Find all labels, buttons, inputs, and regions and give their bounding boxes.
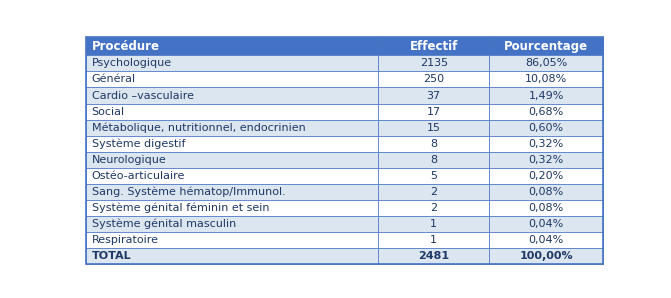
Bar (87, 216, 378, 232)
Text: Psychologique: Psychologique (92, 58, 172, 69)
Text: 0,08%: 0,08% (529, 187, 564, 197)
Bar (87, 152, 378, 168)
Text: Cardio –vasculaire: Cardio –vasculaire (92, 91, 194, 100)
Text: 0,20%: 0,20% (529, 171, 564, 181)
Text: 15: 15 (427, 122, 441, 133)
Text: 100,00%: 100,00% (519, 251, 573, 261)
Bar (489, 55, 603, 72)
Text: 37: 37 (427, 91, 441, 100)
Bar (489, 119, 603, 136)
Bar (378, 72, 489, 88)
Bar (378, 103, 489, 119)
Bar (378, 119, 489, 136)
Text: 1: 1 (430, 219, 437, 229)
Text: 0,04%: 0,04% (529, 219, 564, 229)
Text: Métabolique, nutritionnel, endocrinien: Métabolique, nutritionnel, endocrinien (92, 122, 305, 133)
Bar (87, 103, 378, 119)
Bar (489, 184, 603, 200)
Bar (378, 216, 489, 232)
Text: Effectif: Effectif (409, 40, 458, 53)
Bar (87, 136, 378, 152)
Bar (378, 37, 489, 55)
Text: Social: Social (92, 107, 125, 117)
Text: Neurologique: Neurologique (92, 155, 166, 165)
Bar (378, 184, 489, 200)
Text: 0,08%: 0,08% (529, 203, 564, 213)
Text: 10,08%: 10,08% (525, 74, 567, 84)
Bar (489, 152, 603, 168)
Bar (87, 88, 378, 103)
Text: 250: 250 (423, 74, 444, 84)
Bar (87, 184, 378, 200)
Text: 86,05%: 86,05% (525, 58, 567, 69)
Bar (378, 200, 489, 216)
Text: Procédure: Procédure (92, 40, 160, 53)
Bar (87, 232, 378, 248)
Text: 0,32%: 0,32% (529, 155, 564, 165)
Text: 0,68%: 0,68% (529, 107, 564, 117)
Text: 5: 5 (430, 171, 437, 181)
Bar (87, 248, 378, 264)
Text: 0,04%: 0,04% (529, 235, 564, 245)
Text: 2135: 2135 (419, 58, 448, 69)
Bar (87, 200, 378, 216)
Bar (378, 152, 489, 168)
Text: 8: 8 (430, 139, 437, 149)
Bar (378, 136, 489, 152)
Bar (489, 72, 603, 88)
Bar (489, 103, 603, 119)
Text: 1,49%: 1,49% (528, 91, 564, 100)
Bar (489, 216, 603, 232)
Text: 17: 17 (427, 107, 441, 117)
Text: Système digestif: Système digestif (92, 138, 185, 149)
Text: 0,60%: 0,60% (529, 122, 564, 133)
Text: 0,32%: 0,32% (529, 139, 564, 149)
Bar (378, 88, 489, 103)
Text: 2481: 2481 (418, 251, 450, 261)
Bar (489, 168, 603, 184)
Bar (87, 55, 378, 72)
Bar (378, 168, 489, 184)
Text: 8: 8 (430, 155, 437, 165)
Bar (489, 136, 603, 152)
Text: Général: Général (92, 74, 136, 84)
Bar (87, 168, 378, 184)
Bar (489, 200, 603, 216)
Text: Respiratoire: Respiratoire (92, 235, 158, 245)
Bar (378, 248, 489, 264)
Bar (87, 37, 378, 55)
Bar (489, 232, 603, 248)
Text: Sang. Système hématop/Immunol.: Sang. Système hématop/Immunol. (92, 187, 285, 197)
Text: 1: 1 (430, 235, 437, 245)
Bar (87, 119, 378, 136)
Text: TOTAL: TOTAL (92, 251, 132, 261)
Text: Ostéo-articulaire: Ostéo-articulaire (92, 171, 185, 181)
Text: 2: 2 (430, 203, 437, 213)
Bar (378, 55, 489, 72)
Text: 2: 2 (430, 187, 437, 197)
Bar (489, 37, 603, 55)
Bar (87, 72, 378, 88)
Text: Système génital masculin: Système génital masculin (92, 219, 236, 229)
Text: Pourcentage: Pourcentage (504, 40, 588, 53)
Text: Système génital féminin et sein: Système génital féminin et sein (92, 203, 269, 213)
Bar (378, 232, 489, 248)
Bar (489, 248, 603, 264)
Bar (489, 88, 603, 103)
